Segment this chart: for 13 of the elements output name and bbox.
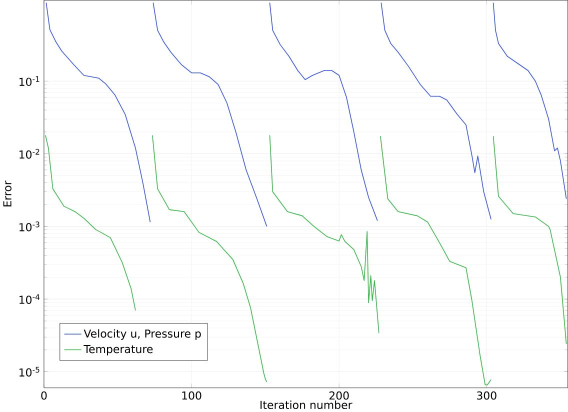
legend-label: Velocity u, Pressure p [84,329,201,340]
y-tick-label: 10$^{-5}$ [20,366,40,376]
x-axis-title: Iteration number [260,400,352,409]
legend-label: Temperature [84,344,153,356]
y-tick-label: 10$^{-3}$ [20,221,40,232]
x-tick-label: 100 [182,391,202,400]
y-axis-title: Error [3,180,12,206]
y-tick-label: 10$^{-1}$ [20,76,40,86]
x-tick-label: 300 [477,391,496,400]
y-tick-label: 10$^{-4}$ [20,294,40,304]
y-tick-label: 10$^{-2}$ [20,148,40,159]
x-tick-label: 0 [41,391,47,400]
x-tick-label: 200 [329,391,349,400]
